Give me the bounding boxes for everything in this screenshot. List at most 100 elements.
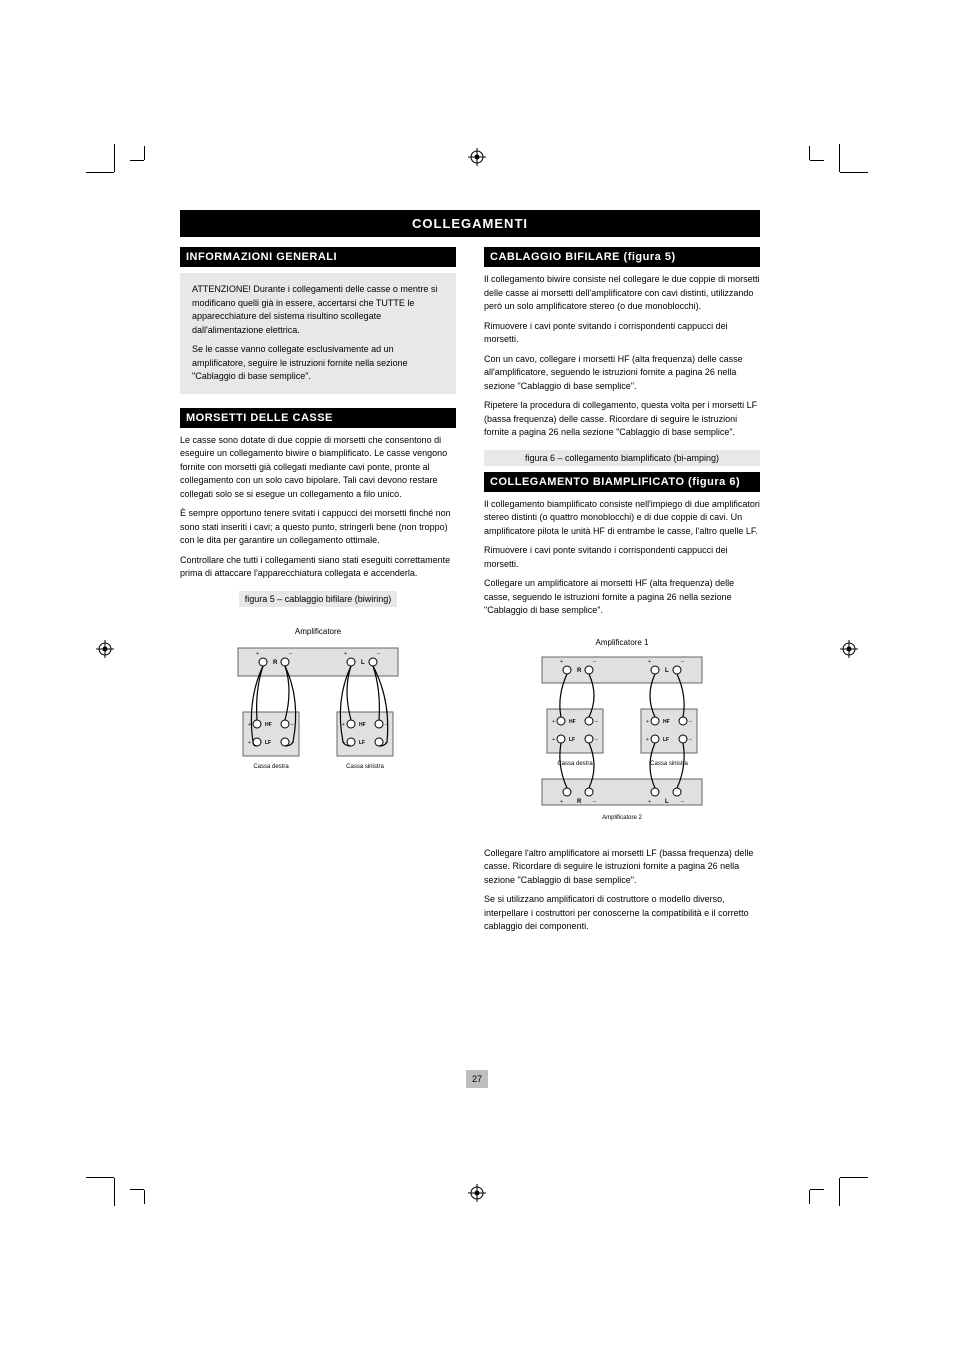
svg-text:LF: LF bbox=[663, 737, 669, 743]
section-heading: INFORMAZIONI GENERALI bbox=[180, 247, 456, 267]
body-text: Collegare l'altro amplificatore ai morse… bbox=[484, 847, 760, 934]
body-text: Il collegamento biwire consiste nel coll… bbox=[484, 273, 760, 440]
svg-text:+: + bbox=[648, 799, 651, 805]
registration-mark-icon bbox=[96, 640, 114, 658]
section-heading: CABLAGGIO BIFILARE (figura 5) bbox=[484, 247, 760, 267]
svg-text:L: L bbox=[665, 668, 669, 674]
svg-text:–: – bbox=[377, 651, 380, 657]
crop-mark bbox=[809, 146, 810, 160]
right-column: CABLAGGIO BIFILARE (figura 5) Il collega… bbox=[484, 247, 760, 934]
svg-text:L: L bbox=[665, 799, 669, 805]
svg-text:+: + bbox=[342, 722, 345, 728]
paragraph: Il collegamento biamplificato consiste n… bbox=[484, 498, 760, 539]
body-text: Le casse sono dotate di due coppie di mo… bbox=[180, 434, 456, 581]
svg-text:+: + bbox=[560, 799, 563, 805]
content-area: COLLEGAMENTI INFORMAZIONI GENERALI ATTEN… bbox=[180, 210, 760, 934]
svg-text:Cassa destra: Cassa destra bbox=[253, 764, 289, 770]
paragraph: Collegare un amplificatore ai morsetti H… bbox=[484, 577, 760, 618]
crop-mark bbox=[809, 1190, 810, 1204]
svg-text:R: R bbox=[273, 660, 278, 666]
svg-text:L: L bbox=[361, 660, 365, 666]
crop-mark bbox=[114, 144, 115, 172]
svg-text:–: – bbox=[689, 737, 692, 743]
paragraph: È sempre opportuno tenere svitati i capp… bbox=[180, 507, 456, 548]
svg-text:Cassa sinistra: Cassa sinistra bbox=[346, 764, 384, 770]
paragraph: Rimuovere i cavi ponte svitando i corris… bbox=[484, 320, 760, 347]
crop-mark bbox=[839, 1178, 840, 1206]
svg-text:–: – bbox=[593, 659, 596, 665]
svg-text:LF: LF bbox=[265, 740, 271, 746]
amplifier-label: Amplificatore bbox=[295, 627, 341, 636]
svg-text:Amplificatore 2: Amplificatore 2 bbox=[602, 815, 642, 821]
svg-text:–: – bbox=[291, 722, 294, 728]
left-column: INFORMAZIONI GENERALI ATTENZIONE! Durant… bbox=[180, 247, 456, 934]
paragraph: Le casse sono dotate di due coppie di mo… bbox=[180, 434, 456, 502]
crop-mark bbox=[130, 160, 144, 161]
svg-text:+: + bbox=[256, 651, 259, 657]
svg-text:+: + bbox=[552, 719, 555, 725]
crop-mark bbox=[130, 1189, 144, 1190]
svg-text:Cassa sinistra: Cassa sinistra bbox=[650, 761, 688, 767]
registration-mark-icon bbox=[468, 1184, 486, 1202]
section-heading: COLLEGAMENTO BIAMPLIFICATO (figura 6) bbox=[484, 472, 760, 492]
svg-text:–: – bbox=[595, 737, 598, 743]
paragraph: Collegare l'altro amplificatore ai morse… bbox=[484, 847, 760, 888]
paragraph: Con un cavo, collegare i morsetti HF (al… bbox=[484, 353, 760, 394]
svg-text:HF: HF bbox=[265, 722, 272, 728]
registration-mark-icon bbox=[468, 148, 486, 166]
wiring-diagram-icon: + R – + L – + HF – + LF bbox=[223, 640, 413, 780]
crop-mark bbox=[840, 172, 868, 173]
svg-text:HF: HF bbox=[569, 719, 576, 725]
crop-mark bbox=[86, 1177, 114, 1178]
crop-mark bbox=[86, 172, 114, 173]
svg-text:HF: HF bbox=[359, 722, 366, 728]
paragraph: Rimuovere i cavi ponte svitando i corris… bbox=[484, 544, 760, 571]
wiring-diagram-icon: + R – + L – + HF – + LF – bbox=[527, 651, 717, 841]
svg-text:+: + bbox=[560, 659, 563, 665]
paragraph: Ripetere la procedura di collegamento, q… bbox=[484, 399, 760, 440]
svg-text:+: + bbox=[648, 659, 651, 665]
crop-mark bbox=[810, 1189, 824, 1190]
page-title: COLLEGAMENTI bbox=[180, 210, 760, 237]
svg-text:R: R bbox=[577, 668, 582, 674]
paragraph: Il collegamento biwire consiste nel coll… bbox=[484, 273, 760, 314]
warning-text: ATTENZIONE! Durante i collegamenti delle… bbox=[192, 283, 444, 337]
svg-text:LF: LF bbox=[569, 737, 575, 743]
crop-mark bbox=[144, 1190, 145, 1204]
crop-mark bbox=[810, 160, 824, 161]
svg-text:+: + bbox=[344, 651, 347, 657]
svg-text:–: – bbox=[593, 799, 596, 805]
section-heading: MORSETTI DELLE CASSE bbox=[180, 408, 456, 428]
svg-text:–: – bbox=[681, 799, 684, 805]
biamp-diagram: Amplificatore 1 + R – + L – + bbox=[484, 638, 760, 841]
svg-text:+: + bbox=[248, 740, 251, 746]
svg-text:LF: LF bbox=[359, 740, 365, 746]
svg-text:–: – bbox=[689, 719, 692, 725]
svg-text:+: + bbox=[248, 722, 251, 728]
svg-text:Cassa destra: Cassa destra bbox=[557, 761, 593, 767]
crop-mark bbox=[839, 144, 840, 172]
svg-text:–: – bbox=[595, 719, 598, 725]
page: COLLEGAMENTI INFORMAZIONI GENERALI ATTEN… bbox=[0, 0, 954, 1350]
crop-mark bbox=[144, 146, 145, 160]
svg-text:HF: HF bbox=[663, 719, 670, 725]
paragraph: Se si utilizzano amplificatori di costru… bbox=[484, 893, 760, 934]
registration-mark-icon bbox=[840, 640, 858, 658]
body-text: COLLEGAMENTO BIAMPLIFICATO (figura 6) Il… bbox=[484, 472, 760, 618]
page-number: 27 bbox=[466, 1070, 488, 1088]
amplifier-label: Amplificatore 1 bbox=[596, 638, 649, 647]
svg-text:R: R bbox=[577, 799, 582, 805]
svg-text:+: + bbox=[646, 737, 649, 743]
crop-mark bbox=[114, 1178, 115, 1206]
crop-mark bbox=[840, 1177, 868, 1178]
warning-box: ATTENZIONE! Durante i collegamenti delle… bbox=[180, 273, 456, 394]
svg-text:–: – bbox=[289, 651, 292, 657]
figure-caption: figura 5 – cablaggio bifilare (biwiring) bbox=[239, 591, 398, 607]
warning-text: Se le casse vanno collegate esclusivamen… bbox=[192, 343, 444, 384]
biwire-diagram: Amplificatore + R – + L – + bbox=[180, 627, 456, 780]
svg-text:+: + bbox=[552, 737, 555, 743]
paragraph: Controllare che tutti i collegamenti sia… bbox=[180, 554, 456, 581]
svg-text:–: – bbox=[681, 659, 684, 665]
svg-text:+: + bbox=[646, 719, 649, 725]
figure-caption: figura 6 – collegamento biamplificato (b… bbox=[484, 450, 760, 466]
